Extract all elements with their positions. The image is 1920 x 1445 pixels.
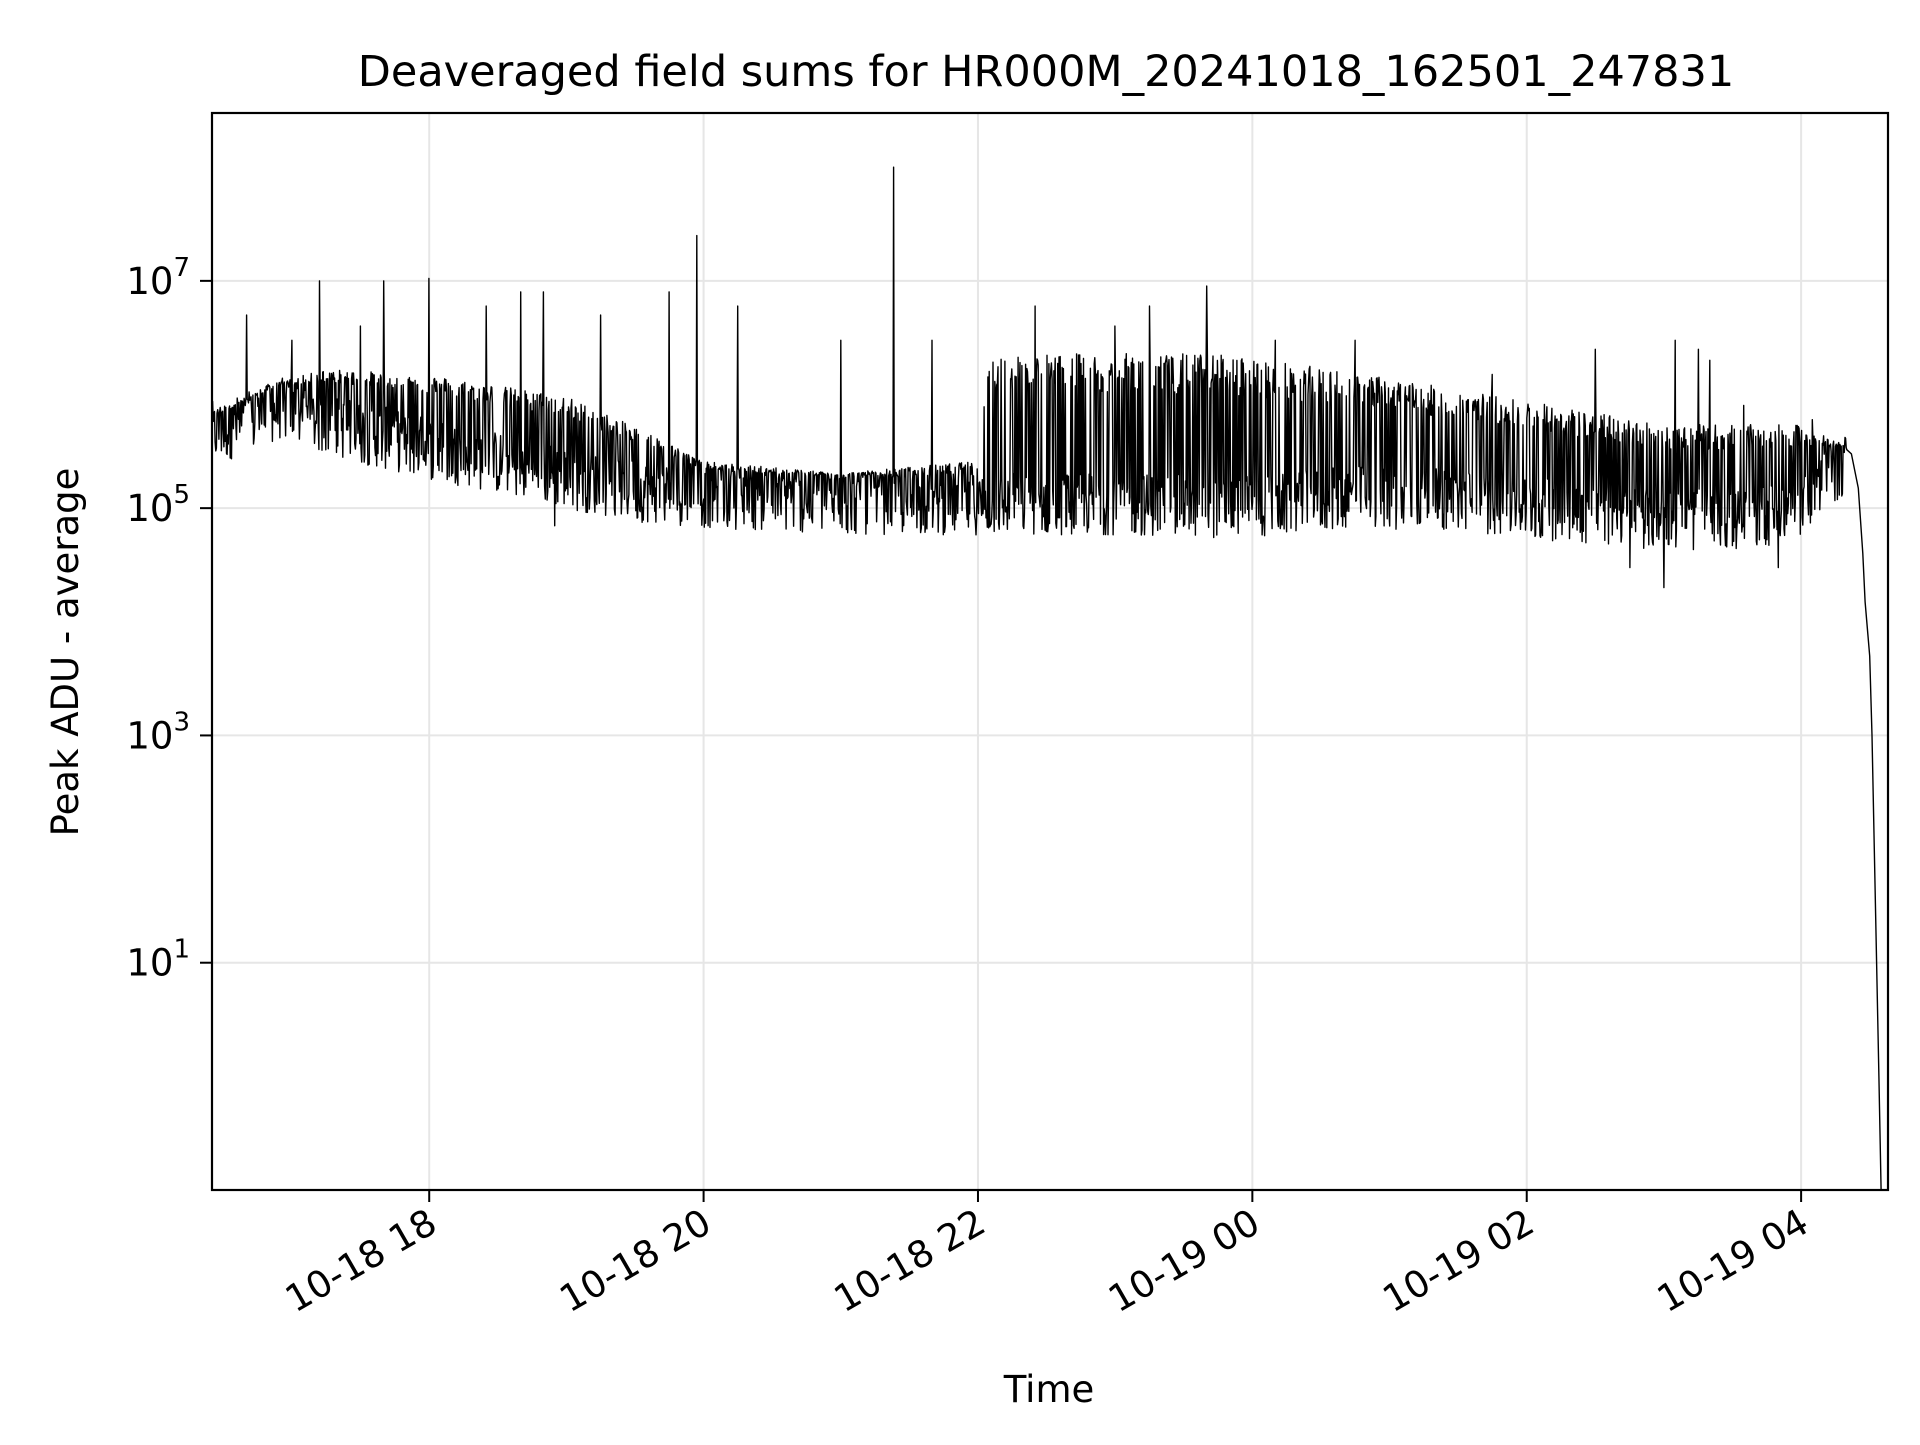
y-tick-exponent: 3 [173,707,190,737]
y-tick-label: 103 [126,707,190,757]
y-tick-label: 105 [126,480,190,530]
y-tick-base: 10 [126,714,173,757]
y-tick-label: 101 [126,935,190,985]
y-tick-base: 10 [126,487,173,530]
y-axis-label: Peak ADU - average [44,468,87,837]
plot-frame [210,111,1890,1192]
series-line [212,166,1882,1190]
x-axis-label: Time [1003,1368,1095,1411]
y-tick-label: 107 [126,253,190,303]
y-tick-base: 10 [126,260,173,303]
grid [212,113,1888,1190]
y-tick-exponent: 5 [173,480,190,510]
plot-area [212,166,1882,1190]
y-tick-exponent: 1 [173,935,190,965]
chart-title: Deaveraged field sums for HR000M_2024101… [358,47,1734,97]
y-tick-exponent: 7 [173,253,190,283]
y-tick-base: 10 [126,942,173,985]
